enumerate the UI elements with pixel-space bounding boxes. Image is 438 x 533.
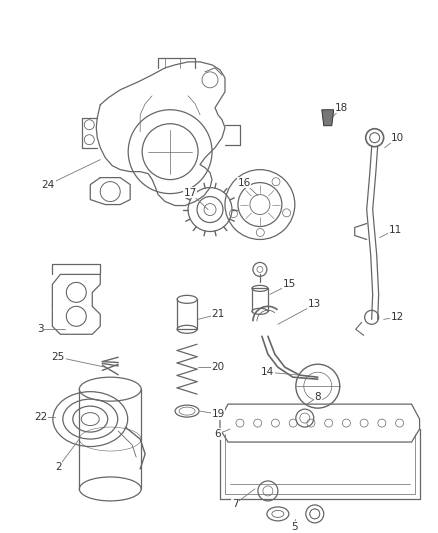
Text: 21: 21 (212, 309, 225, 319)
Text: 7: 7 (232, 499, 238, 509)
Text: 16: 16 (237, 177, 251, 188)
Text: 14: 14 (261, 367, 275, 377)
Text: 22: 22 (34, 412, 47, 422)
Polygon shape (322, 110, 334, 126)
Text: 5: 5 (292, 522, 298, 532)
Text: 12: 12 (391, 312, 404, 322)
Text: 17: 17 (184, 188, 197, 198)
Text: 6: 6 (215, 429, 221, 439)
Text: 3: 3 (37, 324, 44, 334)
Text: 20: 20 (212, 362, 225, 372)
Text: 18: 18 (335, 103, 348, 113)
Text: 25: 25 (52, 352, 65, 362)
Text: 8: 8 (314, 392, 321, 402)
Text: 15: 15 (283, 279, 297, 289)
Text: 13: 13 (308, 300, 321, 309)
Text: 2: 2 (55, 462, 62, 472)
Text: 10: 10 (391, 133, 404, 143)
Text: 19: 19 (212, 409, 225, 419)
Text: 24: 24 (42, 180, 55, 190)
Text: 11: 11 (389, 224, 402, 235)
